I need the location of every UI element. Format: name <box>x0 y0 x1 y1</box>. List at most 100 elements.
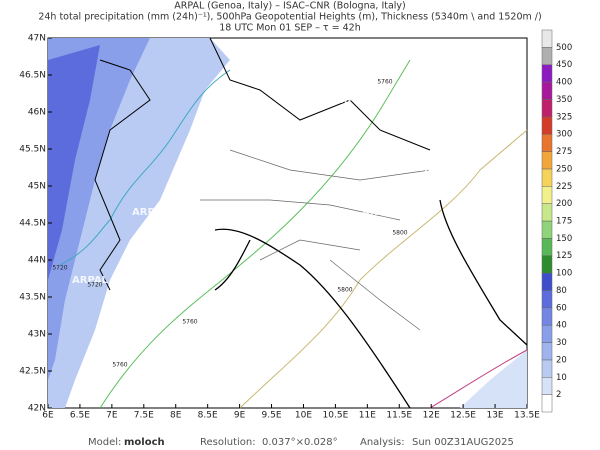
watermark: ARPAL <box>412 163 449 174</box>
watermark: ARPAL <box>197 250 234 261</box>
colorbar-label: 80 <box>556 286 567 296</box>
colorbar-swatch <box>541 81 553 100</box>
colorbar-swatch <box>541 116 553 135</box>
lon-label: 6E <box>42 411 54 421</box>
contour-label: 5760 <box>377 79 392 86</box>
footer-value: Sun 00Z31AUG2025 <box>412 437 514 448</box>
contour <box>429 349 528 409</box>
header-line: ARPAL (Genoa, Italy) – ISAC–CNR (Bologna… <box>174 1 406 12</box>
lat-label: 47N <box>28 34 46 44</box>
colorbar-label: 325 <box>556 112 572 122</box>
colorbar-label: 100 <box>556 269 572 279</box>
lon-label: 9.5E <box>262 411 282 421</box>
colorbar-label: 200 <box>556 199 572 209</box>
watermark: ARPAL <box>362 207 399 218</box>
lon-label: 7E <box>106 411 118 421</box>
lon-label: 12E <box>423 411 440 421</box>
colorbar-swatch <box>541 203 553 222</box>
colorbar-swatch <box>541 99 553 118</box>
colorbar-swatch <box>541 359 553 378</box>
colorbar-label: 2 <box>556 390 561 400</box>
lon-label: 10.5E <box>323 411 349 421</box>
footer-label: Model: <box>88 437 121 448</box>
footer-value: 0.037°×0.028° <box>262 437 338 448</box>
lat-label: 44.5N <box>19 219 46 229</box>
lon-label: 13.5E <box>514 411 540 421</box>
lat-label: 43N <box>28 330 46 340</box>
colorbar-label: 275 <box>556 147 572 157</box>
colorbar-swatch <box>541 186 553 204</box>
lon-label: 9E <box>234 411 246 421</box>
footer-value: moloch <box>124 437 165 448</box>
lat-label: 42N <box>28 404 46 414</box>
watermark: ARPAL <box>172 325 209 336</box>
footer-label: Analysis: <box>360 437 405 448</box>
contour-label: 5760 <box>182 319 197 326</box>
lat-label: 46.5N <box>19 71 46 81</box>
colorbar-swatch <box>541 168 553 187</box>
watermark: ARPAL <box>72 275 109 286</box>
colorbar-label: 225 <box>556 182 572 192</box>
colorbar-label: 150 <box>556 234 572 244</box>
header-line: 24h total precipitation (mm (24h)⁻¹), 50… <box>38 12 541 23</box>
contour <box>239 129 528 409</box>
colorbar-swatch <box>541 290 553 309</box>
lat-label: 45N <box>28 182 46 192</box>
colorbar-swatch <box>541 64 553 83</box>
colorbar-swatch <box>541 238 553 256</box>
colorbar-label: 300 <box>556 130 572 140</box>
colorbar-label: 450 <box>556 60 572 70</box>
colorbar-swatch <box>541 133 553 152</box>
contour-label: 5760 <box>112 362 127 369</box>
map <box>47 37 528 409</box>
colorbar-swatch <box>541 324 553 343</box>
coastline <box>214 199 528 409</box>
precip-area <box>48 45 100 280</box>
colorbar-label: 500 <box>556 43 572 53</box>
contour-label: 5720 <box>87 282 102 289</box>
header-line: 18 UTC Mon 01 SEP – τ = 42h <box>219 23 361 34</box>
colorbar-swatch <box>541 255 553 274</box>
lon-label: 8E <box>170 411 182 421</box>
colorbar-swatch <box>541 151 553 170</box>
colorbar-swatch <box>541 29 553 48</box>
colorbar-swatch <box>541 47 553 65</box>
lat-label: 46N <box>28 108 46 118</box>
contour-label: 5800 <box>337 287 352 294</box>
border <box>94 37 431 291</box>
lon-label: 12.5E <box>450 411 476 421</box>
colorbar-label: 60 <box>556 303 567 313</box>
lat-label: 44N <box>28 256 46 266</box>
colorbar-swatch <box>541 272 553 291</box>
colorbar-label: 40 <box>556 321 567 331</box>
contour-label: 5800 <box>392 230 407 237</box>
lon-label: 13E <box>486 411 503 421</box>
colorbar-swatch <box>541 220 553 239</box>
colorbar-label: 30 <box>556 338 567 348</box>
colorbar-label: 350 <box>556 95 572 105</box>
footer-label: Resolution: <box>200 437 256 448</box>
colorbar-swatch <box>541 394 553 413</box>
colorbar-label: 175 <box>556 217 572 227</box>
colorbar-label: 20 <box>556 355 567 365</box>
lon-label: 11.5E <box>386 411 412 421</box>
lat-label: 42.5N <box>19 367 46 377</box>
colorbar-swatch <box>541 307 553 326</box>
region-border <box>200 149 431 331</box>
watermark: ARPAL <box>132 207 169 218</box>
colorbar-label: 125 <box>556 251 572 261</box>
contour <box>99 59 411 409</box>
colorbar-label: 400 <box>556 78 572 88</box>
colorbar-label: 250 <box>556 164 572 174</box>
precip-area <box>460 350 527 408</box>
colorbar-swatch <box>541 377 553 395</box>
lon-label: 10E <box>295 411 312 421</box>
lon-label: 8.5E <box>198 411 218 421</box>
lat-label: 43.5N <box>19 293 46 303</box>
watermark: ARPAL <box>332 95 369 106</box>
colorbar: 2 10 20 30 40 60 80 100 125 150 175 200 225 250 275 300… <box>541 29 572 413</box>
contour-label: 5720 <box>52 265 67 272</box>
lat-label: 45.5N <box>19 145 46 155</box>
lon-label: 6.5E <box>70 411 90 421</box>
